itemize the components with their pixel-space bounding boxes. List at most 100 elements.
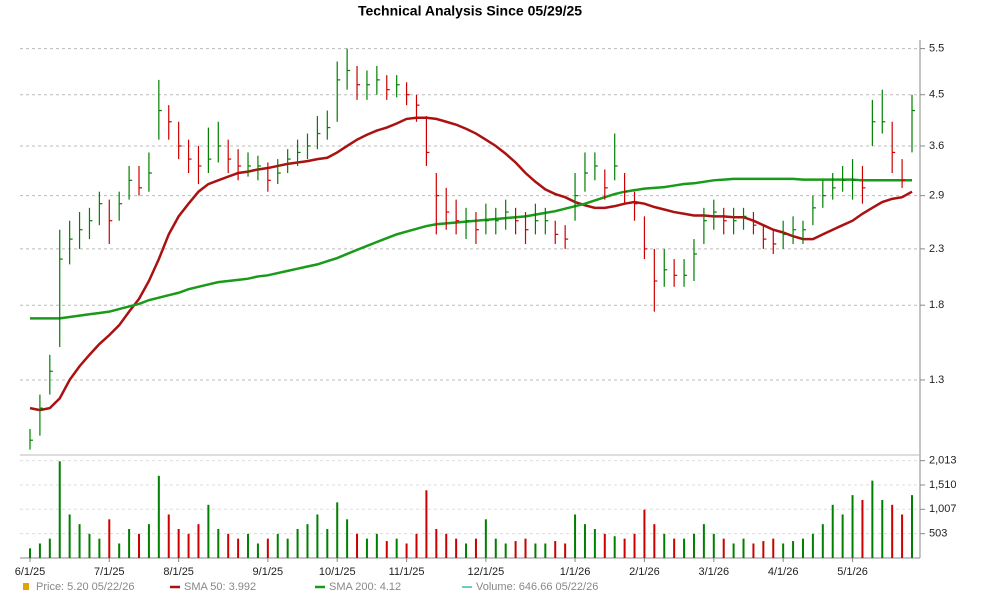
volume-bar (266, 538, 269, 558)
volume-bar (891, 504, 894, 558)
volume-bar (484, 519, 487, 558)
x-tick-label: 3/1/26 (699, 566, 730, 578)
legend-label: SMA 50: 3.992 (184, 581, 256, 593)
legend-label: Price: 5.20 05/22/26 (36, 581, 134, 593)
x-tick-label: 11/1/25 (389, 566, 425, 578)
volume-bar (365, 538, 368, 558)
volume-bar (831, 504, 834, 558)
volume-bar (167, 514, 170, 558)
volume-bar (861, 499, 864, 558)
volume-bar (752, 543, 755, 558)
volume-bar (68, 514, 71, 558)
volume-bar (772, 538, 775, 558)
volume-bar (593, 528, 596, 558)
volume-bar (29, 548, 31, 558)
volume-tick-label: 503 (929, 528, 947, 540)
volume-bar (504, 543, 507, 558)
volume-bar (385, 541, 388, 558)
volume-bar (673, 538, 676, 558)
volume-bar (445, 533, 448, 558)
volume-bar (653, 524, 656, 558)
volume-bar (692, 533, 695, 558)
volume-bar (762, 541, 765, 558)
volume-bar (157, 475, 160, 558)
legend-label: SMA 200: 4.12 (329, 581, 401, 593)
y-tick-label: 1.3 (929, 374, 944, 386)
y-tick-label: 2.9 (929, 190, 944, 202)
volume-bar (901, 514, 904, 558)
volume-bar (712, 533, 715, 558)
volume-bar (346, 519, 349, 558)
volume-bar (801, 538, 804, 558)
volume-bar (88, 533, 91, 558)
volume-bar (554, 541, 557, 558)
volume-bar (78, 524, 81, 558)
volume-bar (911, 495, 913, 558)
volume-bar (118, 543, 121, 558)
volume-bar (375, 533, 378, 558)
volume-bar (247, 533, 250, 558)
volume-bar (326, 528, 329, 558)
volume-bar (811, 533, 814, 558)
volume-bar (821, 524, 824, 558)
volume-bar (881, 499, 884, 558)
volume-bar (494, 538, 497, 558)
volume-bar (227, 533, 230, 558)
volume-tick-label: 2,013 (929, 455, 957, 467)
volume-bar (851, 495, 854, 558)
x-tick-label: 12/1/25 (468, 566, 505, 578)
volume-bar (98, 538, 101, 558)
volume-bar (683, 538, 686, 558)
volume-bar (574, 514, 577, 558)
sma-line (29, 116, 913, 412)
volume-bar (286, 538, 289, 558)
volume-bar (237, 538, 240, 558)
volume-bar (177, 528, 180, 558)
volume-bar (455, 538, 458, 558)
volume-bar (187, 533, 190, 558)
volume-tick-label: 1,510 (929, 479, 957, 491)
volume-bar (603, 533, 606, 558)
x-tick-label: 2/1/26 (629, 566, 660, 578)
x-tick-label: 7/1/25 (94, 566, 125, 578)
volume-bar (217, 528, 220, 558)
x-tick-label: 6/1/25 (15, 566, 46, 578)
x-tick-label: 9/1/25 (253, 566, 284, 578)
volume-tick-label: 1,007 (929, 503, 957, 515)
volume-bar (613, 536, 616, 558)
volume-bar (48, 538, 51, 558)
volume-bar (841, 514, 844, 558)
y-tick-label: 3.6 (929, 140, 944, 152)
volume-bar (336, 502, 339, 558)
volume-bar (564, 543, 567, 558)
volume-bar (316, 514, 319, 558)
volume-bar (306, 524, 309, 558)
volume-bar (128, 528, 131, 558)
volume-bar (207, 504, 210, 558)
volume-bar (583, 524, 586, 558)
volume-bar (792, 541, 795, 558)
volume-bar (742, 538, 745, 558)
volume-bar (147, 524, 150, 558)
volume-bar (782, 543, 785, 558)
volume-bar (425, 490, 428, 558)
volume-bar (276, 533, 279, 558)
volume-bar (296, 528, 299, 558)
volume-bar (415, 533, 418, 558)
y-tick-label: 1.8 (929, 299, 944, 311)
x-tick-label: 4/1/26 (768, 566, 799, 578)
volume-bar (633, 533, 636, 558)
volume-bar (108, 519, 111, 558)
sma-line (30, 177, 912, 320)
volume-bar (732, 543, 735, 558)
x-tick-label: 1/1/26 (560, 566, 591, 578)
legend-label: Volume: 646.66 05/22/26 (476, 581, 598, 593)
volume-bar (197, 524, 200, 558)
volume-bar (663, 533, 666, 558)
volume-bar (544, 543, 547, 558)
volume-bar (623, 538, 626, 558)
volume-bar (702, 524, 705, 558)
legend-marker (23, 583, 29, 590)
